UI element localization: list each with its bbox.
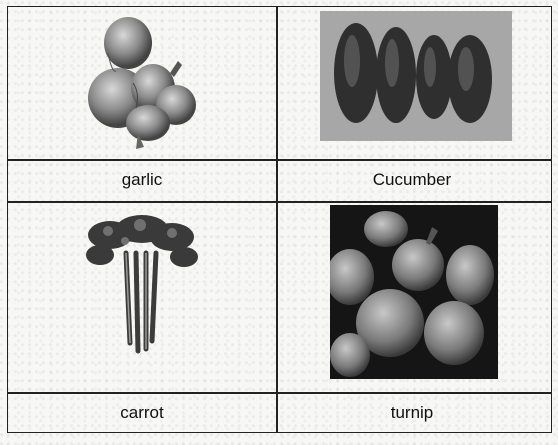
table-divider-row1-image	[8, 159, 551, 161]
cucumber-image	[320, 11, 512, 141]
turnip-image	[330, 205, 498, 379]
label-garlic: garlic	[121, 170, 163, 189]
carrot-image	[80, 213, 200, 363]
table-divider-row2-image	[8, 392, 551, 394]
label-turnip: turnip	[390, 403, 434, 422]
table-divider-row1-label	[8, 201, 551, 203]
table-divider-vertical	[276, 7, 278, 432]
label-cucumber: Cucumber	[372, 170, 452, 189]
label-carrot: carrot	[120, 403, 164, 422]
vegetable-table: garlic Cucumber carrot turnip	[7, 6, 552, 433]
garlic-image	[78, 13, 208, 153]
